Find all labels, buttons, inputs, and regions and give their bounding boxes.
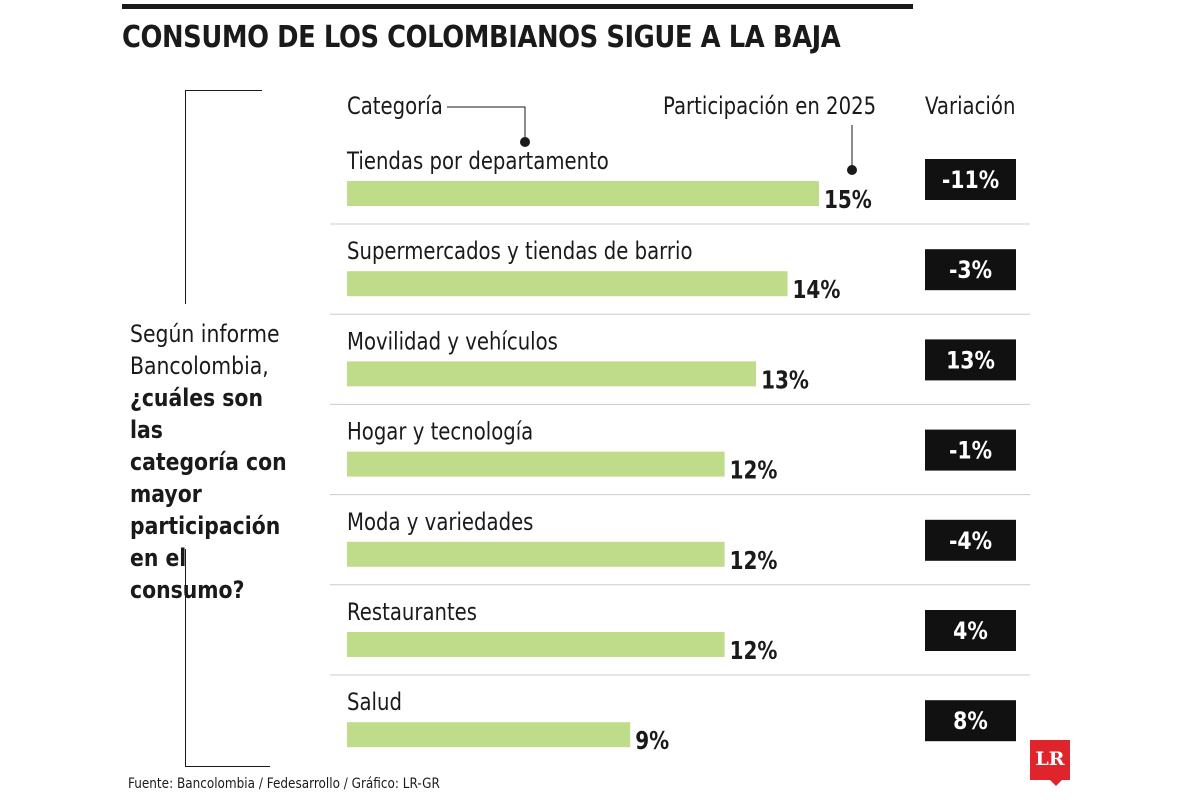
variation-label: -11% [942, 166, 999, 194]
variation-box [925, 249, 1016, 291]
category-connector-dot [520, 137, 530, 147]
question-bold-line: ¿cuáles son las [130, 384, 263, 444]
logo-text: LR [1035, 748, 1065, 770]
header-participation: Participación en 2025 [663, 92, 877, 120]
bar [347, 271, 788, 297]
bar [347, 632, 725, 657]
variation-label: -1% [949, 437, 992, 465]
category-label: Hogar y tecnología [347, 419, 533, 446]
value-label: 12% [730, 547, 778, 576]
variation-box [925, 429, 1016, 471]
bar [347, 361, 757, 387]
category-label: Movilidad y vehículos [347, 329, 558, 356]
variation-box [925, 700, 1016, 742]
value-label: 12% [730, 637, 778, 666]
question-bold-line: participación [130, 512, 281, 540]
variation-label: 4% [953, 617, 988, 645]
value-label: 13% [761, 366, 809, 395]
header-category: Categoría [347, 92, 443, 120]
variation-box [925, 339, 1016, 381]
variation-box [925, 159, 1016, 200]
value-label: 14% [793, 276, 841, 305]
question-intro-line: Según informe [130, 320, 280, 348]
variation-label: -3% [949, 257, 992, 285]
variation-label: 8% [953, 708, 988, 736]
question-block: Según informe Bancolombia, ¿cuáles son l… [130, 318, 300, 606]
category-label: Restaurantes [347, 599, 477, 626]
source-note: Fuente: Bancolombia / Fedesarrollo / Grá… [128, 776, 440, 792]
bar [347, 181, 819, 206]
category-label: Salud [347, 689, 402, 716]
value-label: 12% [730, 457, 778, 486]
header-variation: Variación [925, 92, 1016, 120]
variation-box [925, 610, 1016, 651]
logo-tail [1048, 778, 1064, 786]
bracket-vertical-line-upper [185, 90, 186, 304]
value-label: 15% [824, 186, 872, 215]
variation-label: -4% [949, 527, 992, 555]
bracket-vertical-line-lower [185, 549, 186, 767]
bar [347, 451, 725, 477]
lr-logo: LR [1030, 740, 1070, 786]
question-bold-line: categoría con [130, 448, 287, 476]
question-bold-line: mayor [130, 480, 202, 508]
question-bold-line: en el consumo? [130, 544, 245, 604]
participation-connector-dot [847, 165, 857, 175]
variation-label: 13% [946, 347, 995, 375]
question-intro-line: Bancolombia, [130, 352, 269, 380]
bar [347, 541, 725, 567]
bracket-bottom-line [185, 766, 270, 767]
category-label: Moda y variedades [347, 509, 533, 536]
bar [347, 722, 631, 748]
top-rule [122, 4, 913, 9]
category-label: Tiendas por departamento [346, 148, 609, 175]
bracket-top-line [185, 90, 262, 91]
value-label: 9% [635, 727, 669, 756]
variation-box [925, 519, 1016, 561]
category-connector-line [447, 106, 526, 140]
chart-title: CONSUMO DE LOS COLOMBIANOS SIGUE A LA BA… [122, 20, 841, 55]
category-label: Supermercados y tiendas de barrio [347, 238, 693, 265]
